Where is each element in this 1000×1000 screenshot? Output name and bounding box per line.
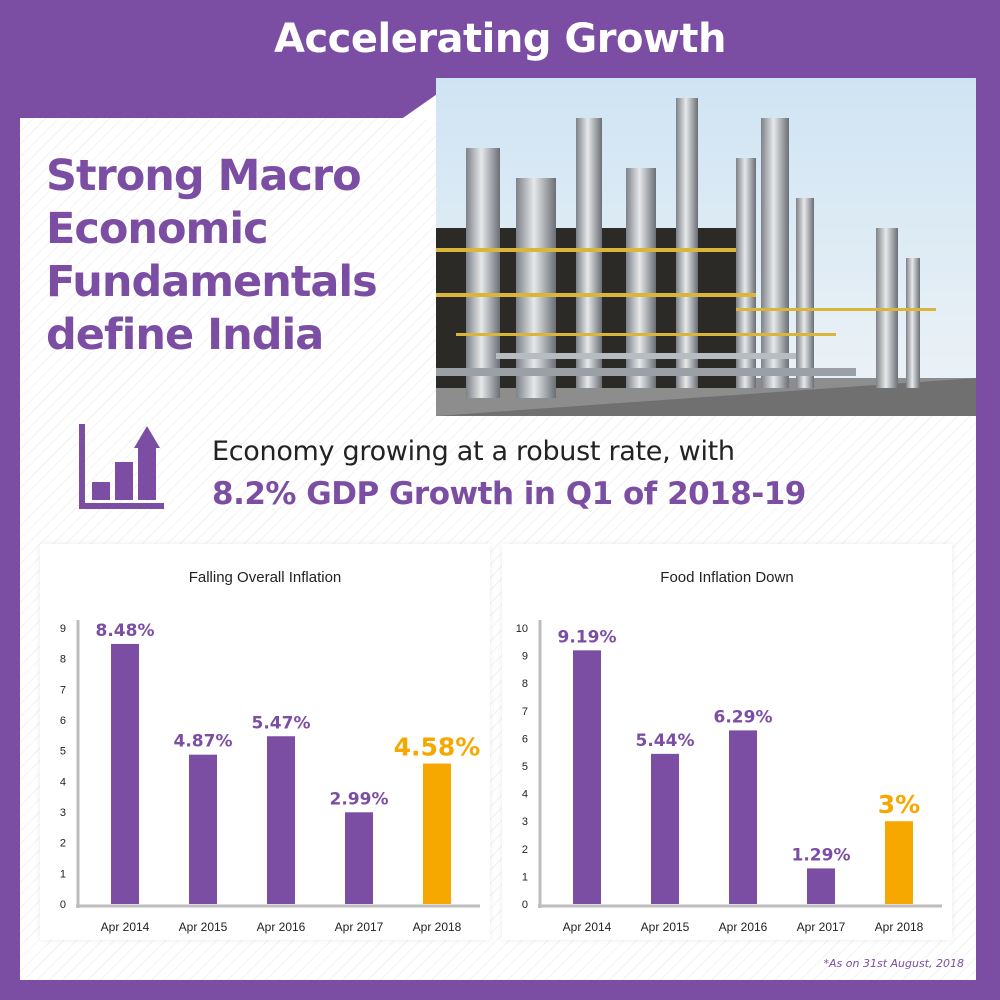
- footnote: *As on 31st August, 2018: [823, 957, 964, 970]
- x-tick-label: Apr 2017: [335, 920, 384, 934]
- y-tick-label: 7: [522, 706, 528, 718]
- y-tick-label: 7: [60, 684, 66, 696]
- x-tick-label: Apr 2015: [179, 920, 228, 934]
- chart-title: Falling Overall Inflation: [189, 569, 342, 586]
- y-tick-label: 5: [60, 746, 66, 758]
- x-tick-label: Apr 2014: [101, 920, 150, 934]
- bar: [807, 868, 835, 904]
- data-label: 3%: [878, 790, 920, 819]
- bar: [885, 821, 913, 904]
- y-tick-label: 1: [522, 871, 528, 883]
- bar: [573, 650, 601, 904]
- chart-card-overall-inflation: Falling Overall Inflation 0 1 2 3 4 5 6 7 8 9 8.48%…: [40, 544, 490, 940]
- bar: [423, 763, 451, 904]
- y-tick-label: 5: [522, 761, 528, 773]
- growth-text: Economy growing at a robust rate, with: [212, 436, 735, 467]
- y-tick-label: 6: [522, 733, 528, 745]
- x-tick-label: Apr 2014: [563, 920, 612, 934]
- data-label: 9.19%: [558, 627, 617, 647]
- x-tick-label: Apr 2016: [257, 920, 306, 934]
- y-tick-label: 10: [516, 623, 528, 635]
- y-tick-label: 4: [522, 789, 528, 801]
- data-label: 5.47%: [252, 713, 311, 733]
- data-label: 1.29%: [792, 845, 851, 865]
- y-tick-label: 2: [522, 844, 528, 856]
- data-label: 5.44%: [636, 731, 695, 751]
- y-tick-label: 3: [60, 807, 66, 819]
- y-tick-label: 9: [60, 623, 66, 635]
- x-tick-label: Apr 2015: [641, 920, 690, 934]
- y-tick-label: 3: [522, 816, 528, 828]
- refinery-photo: [436, 78, 976, 416]
- y-tick-label: 8: [60, 654, 66, 666]
- y-tick-label: 0: [60, 899, 66, 911]
- bar-chart-up-arrow-icon: [78, 420, 168, 510]
- y-tick-label: 1: [60, 868, 66, 880]
- x-tick-label: Apr 2018: [875, 920, 924, 934]
- x-tick-label: Apr 2018: [413, 920, 462, 934]
- y-tick-label: 8: [522, 678, 528, 690]
- chart-food-inflation: Food Inflation Down 0 1 2 3 4 5 6 7 8 9 10 9.19% Apr …: [516, 569, 942, 934]
- data-label: 4.58%: [394, 733, 481, 762]
- y-tick-label: 9: [522, 651, 528, 663]
- bar: [111, 643, 139, 904]
- x-tick-label: Apr 2016: [719, 920, 768, 934]
- data-label: 2.99%: [330, 789, 389, 809]
- chart-overall-inflation: Falling Overall Inflation 0 1 2 3 4 5 6 7 8 9 8.48%…: [60, 569, 481, 934]
- y-tick-label: 4: [60, 776, 66, 788]
- bar: [267, 736, 295, 904]
- x-tick-label: Apr 2017: [797, 920, 846, 934]
- data-label: 8.48%: [96, 621, 155, 641]
- y-tick-label: 0: [522, 899, 528, 911]
- bar: [651, 753, 679, 904]
- page-title: Accelerating Growth: [273, 16, 727, 62]
- gdp-growth-highlight: 8.2% GDP Growth in Q1 of 2018-19: [212, 476, 806, 512]
- bar: [345, 812, 373, 904]
- chart-title: Food Inflation Down: [660, 569, 793, 586]
- data-label: 6.29%: [714, 707, 773, 727]
- bar: [729, 730, 757, 904]
- headline: Strong Macro Economic Fundamentals defin…: [46, 151, 378, 360]
- y-tick-label: 2: [60, 838, 66, 850]
- y-tick-label: 6: [60, 715, 66, 727]
- bar: [189, 754, 217, 904]
- chart-card-food-inflation: Food Inflation Down 0 1 2 3 4 5 6 7 8 9 10 9.19% Apr …: [502, 544, 952, 940]
- data-label: 4.87%: [174, 732, 233, 752]
